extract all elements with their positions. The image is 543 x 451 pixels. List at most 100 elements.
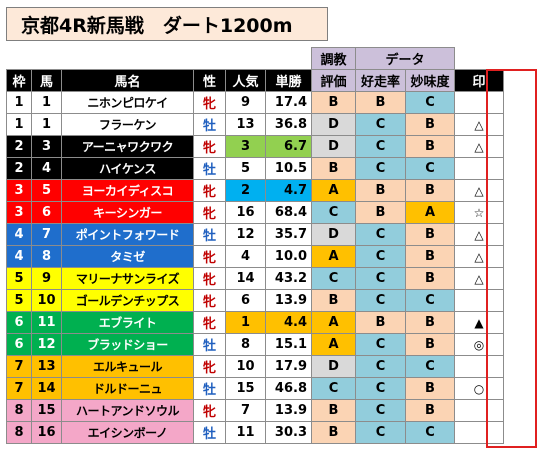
mimido-cell: C — [405, 421, 455, 444]
col-mimido: 妙味度 — [405, 69, 455, 92]
sex-cell: 牝 — [193, 355, 226, 378]
header-row-top: 調教 データ — [6, 47, 504, 70]
waku-cell: 3 — [6, 179, 32, 202]
table-row: 8 15 ハートアンドソウル牝 7 13.9 B C B — [6, 399, 504, 422]
horse-name-cell: ハイケンス — [61, 157, 194, 180]
uma-cell: 8 — [31, 245, 62, 268]
kosoritsu-cell: C — [355, 355, 406, 378]
mark-cell — [454, 157, 504, 180]
chokyo-cell: D — [311, 355, 356, 378]
col-uma: 馬 — [31, 69, 62, 92]
table-row: 4 7 ポイントフォワード牡 12 35.7 D C B △ — [6, 223, 504, 246]
odds-cell: 30.3 — [265, 421, 312, 444]
sex-cell: 牝 — [193, 91, 226, 114]
uma-cell: 11 — [31, 311, 62, 334]
horse-name-cell: ブラッドショー — [61, 333, 194, 356]
mimido-cell: B — [405, 223, 455, 246]
horse-name-cell: エイシンボーノ — [61, 421, 194, 444]
mark-cell: △ — [454, 267, 504, 290]
chokyo-cell: D — [311, 113, 356, 136]
sex-cell: 牝 — [193, 135, 226, 158]
odds-cell: 13.9 — [265, 399, 312, 422]
ninki-cell: 3 — [225, 135, 266, 158]
uma-cell: 16 — [31, 421, 62, 444]
uma-cell: 10 — [31, 289, 62, 312]
odds-cell: 6.7 — [265, 135, 312, 158]
odds-cell: 17.4 — [265, 91, 312, 114]
mark-cell — [454, 355, 504, 378]
data-header: データ — [355, 47, 455, 70]
chokyo-cell: A — [311, 245, 356, 268]
sex-cell: 牡 — [193, 223, 226, 246]
table-row: 6 11 エブライト牝 1 4.4 A B B ▲ — [6, 311, 504, 334]
mark-cell — [454, 421, 504, 444]
sex-cell: 牝 — [193, 311, 226, 334]
table-row: 7 14 ドルドーニュ牡 15 46.8 C C B ○ — [6, 377, 504, 400]
kosoritsu-cell: B — [355, 311, 406, 334]
horse-name-cell: エルキュール — [61, 355, 194, 378]
odds-cell: 10.0 — [265, 245, 312, 268]
race-title: 京都4R新馬戦 ダート1200m — [6, 7, 328, 41]
kosoritsu-cell: C — [355, 399, 406, 422]
table-row: 3 6 キーシンガー牝 16 68.4 C B A ☆ — [6, 201, 504, 224]
waku-cell: 7 — [6, 355, 32, 378]
chokyo-cell: B — [311, 157, 356, 180]
table-row: 5 10 ゴールデンチップス牝 6 13.9 B C C — [6, 289, 504, 312]
chokyo-cell: C — [311, 267, 356, 290]
mark-cell: ○ — [454, 377, 504, 400]
sex-cell: 牡 — [193, 421, 226, 444]
odds-cell: 46.8 — [265, 377, 312, 400]
uma-cell: 1 — [31, 113, 62, 136]
mark-cell: △ — [454, 179, 504, 202]
mark-cell: △ — [454, 223, 504, 246]
uma-cell: 12 — [31, 333, 62, 356]
col-waku: 枠 — [6, 69, 32, 92]
col-tansho: 単勝 — [265, 69, 312, 92]
horse-name-cell: ニホンピロケイ — [61, 91, 194, 114]
uma-cell: 5 — [31, 179, 62, 202]
mark-cell — [454, 289, 504, 312]
kosoritsu-cell: C — [355, 157, 406, 180]
mimido-cell: B — [405, 267, 455, 290]
waku-cell: 6 — [6, 311, 32, 334]
horse-name-cell: エブライト — [61, 311, 194, 334]
sex-cell: 牡 — [193, 377, 226, 400]
mimido-cell: C — [405, 289, 455, 312]
odds-cell: 17.9 — [265, 355, 312, 378]
sex-cell: 牝 — [193, 179, 226, 202]
ninki-cell: 1 — [225, 311, 266, 334]
horse-name-cell: ハートアンドソウル — [61, 399, 194, 422]
col-bamei: 馬名 — [61, 69, 194, 92]
chokyo-cell: C — [311, 201, 356, 224]
odds-cell: 36.8 — [265, 113, 312, 136]
odds-cell: 10.5 — [265, 157, 312, 180]
kosoritsu-cell: C — [355, 289, 406, 312]
horse-name-cell: ポイントフォワード — [61, 223, 194, 246]
mimido-cell: B — [405, 311, 455, 334]
sex-cell: 牝 — [193, 289, 226, 312]
odds-cell: 4.7 — [265, 179, 312, 202]
sex-cell: 牝 — [193, 399, 226, 422]
ninki-cell: 8 — [225, 333, 266, 356]
mimido-cell: B — [405, 135, 455, 158]
table-row: 4 8 タミゼ牝 4 10.0 A C B △ — [6, 245, 504, 268]
waku-cell: 2 — [6, 157, 32, 180]
mimido-cell: B — [405, 113, 455, 136]
chokyo-cell: B — [311, 289, 356, 312]
horse-name-cell: ヨーカイディスコ — [61, 179, 194, 202]
kosoritsu-cell: C — [355, 135, 406, 158]
waku-cell: 1 — [6, 91, 32, 114]
mimido-cell: A — [405, 201, 455, 224]
mimido-cell: B — [405, 399, 455, 422]
waku-cell: 5 — [6, 289, 32, 312]
sex-cell: 牡 — [193, 333, 226, 356]
mimido-cell: C — [405, 355, 455, 378]
horse-name-cell: フラーケン — [61, 113, 194, 136]
ninki-cell: 14 — [225, 267, 266, 290]
kosoritsu-cell: C — [355, 245, 406, 268]
mimido-cell: B — [405, 377, 455, 400]
ninki-cell: 13 — [225, 113, 266, 136]
horse-name-cell: ドルドーニュ — [61, 377, 194, 400]
waku-cell: 2 — [6, 135, 32, 158]
mark-cell: ▲ — [454, 311, 504, 334]
